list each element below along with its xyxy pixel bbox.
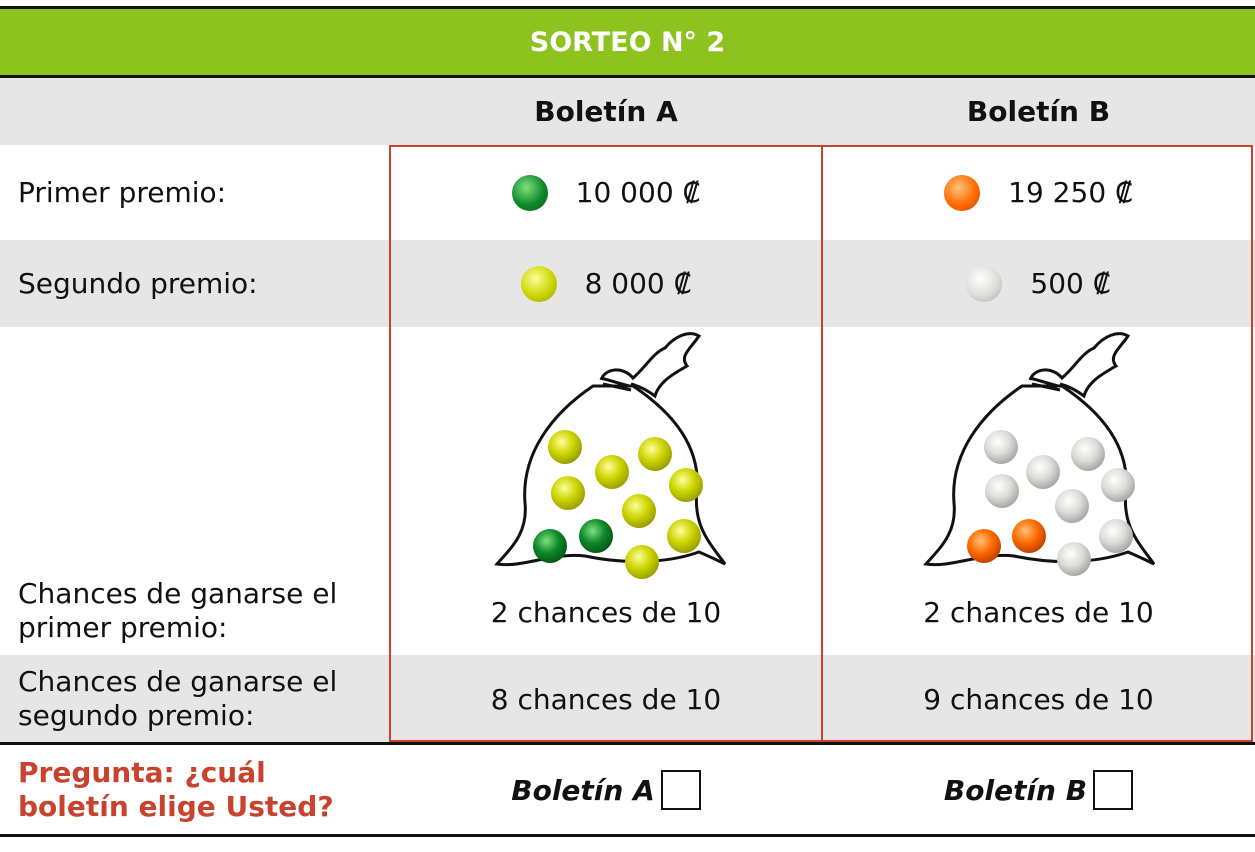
prize: 19 250 ₡	[1008, 176, 1133, 209]
cell: 9 chances de 10	[923, 682, 1154, 716]
cell: 500 ₡	[822, 240, 1255, 327]
option-label: Boletín B	[943, 773, 1088, 807]
cell: 2 chances de 10	[923, 595, 1154, 629]
ball	[520, 265, 557, 302]
option-label: Boletín A	[511, 773, 655, 807]
cell: 10 000 ₡	[390, 145, 822, 240]
option[interactable]: Boletín A	[390, 746, 822, 834]
ball	[966, 265, 1003, 302]
row-label: Chances de ganarse el primer premio:	[18, 577, 338, 644]
cell: 8 000 ₡	[390, 240, 822, 327]
row-bg	[0, 655, 1255, 743]
row-label: Primer premio:	[18, 175, 227, 209]
option[interactable]: Boletín B	[822, 746, 1255, 834]
row-bg	[0, 240, 1255, 327]
rule	[0, 6, 1255, 9]
header-row	[0, 78, 1255, 145]
question: Pregunta: ¿cuál boletín elige Usted?	[18, 756, 334, 823]
prize: 500 ₡	[1030, 267, 1111, 300]
row-label: Chances de ganarse el segundo premio:	[18, 665, 338, 732]
checkbox[interactable]	[1093, 770, 1134, 810]
prize: 10 000 ₡	[575, 176, 701, 209]
ball	[511, 174, 548, 211]
column-header: Boletín B	[966, 95, 1111, 128]
cell: 19 250 ₡	[822, 145, 1255, 240]
row-label: Segundo premio:	[18, 266, 258, 300]
rule	[0, 75, 1255, 78]
cell: 2 chances de 10	[490, 595, 722, 629]
checkbox[interactable]	[660, 770, 701, 810]
cell: 8 chances de 10	[490, 682, 722, 716]
rule	[0, 834, 1255, 837]
title-bar	[0, 8, 1255, 76]
prize: 8 000 ₡	[584, 267, 692, 300]
title: SORTEO N° 2	[529, 26, 726, 58]
rule	[0, 742, 1255, 745]
ball	[944, 174, 981, 211]
column-header: Boletín A	[534, 95, 678, 128]
ticket-divider	[821, 145, 823, 742]
